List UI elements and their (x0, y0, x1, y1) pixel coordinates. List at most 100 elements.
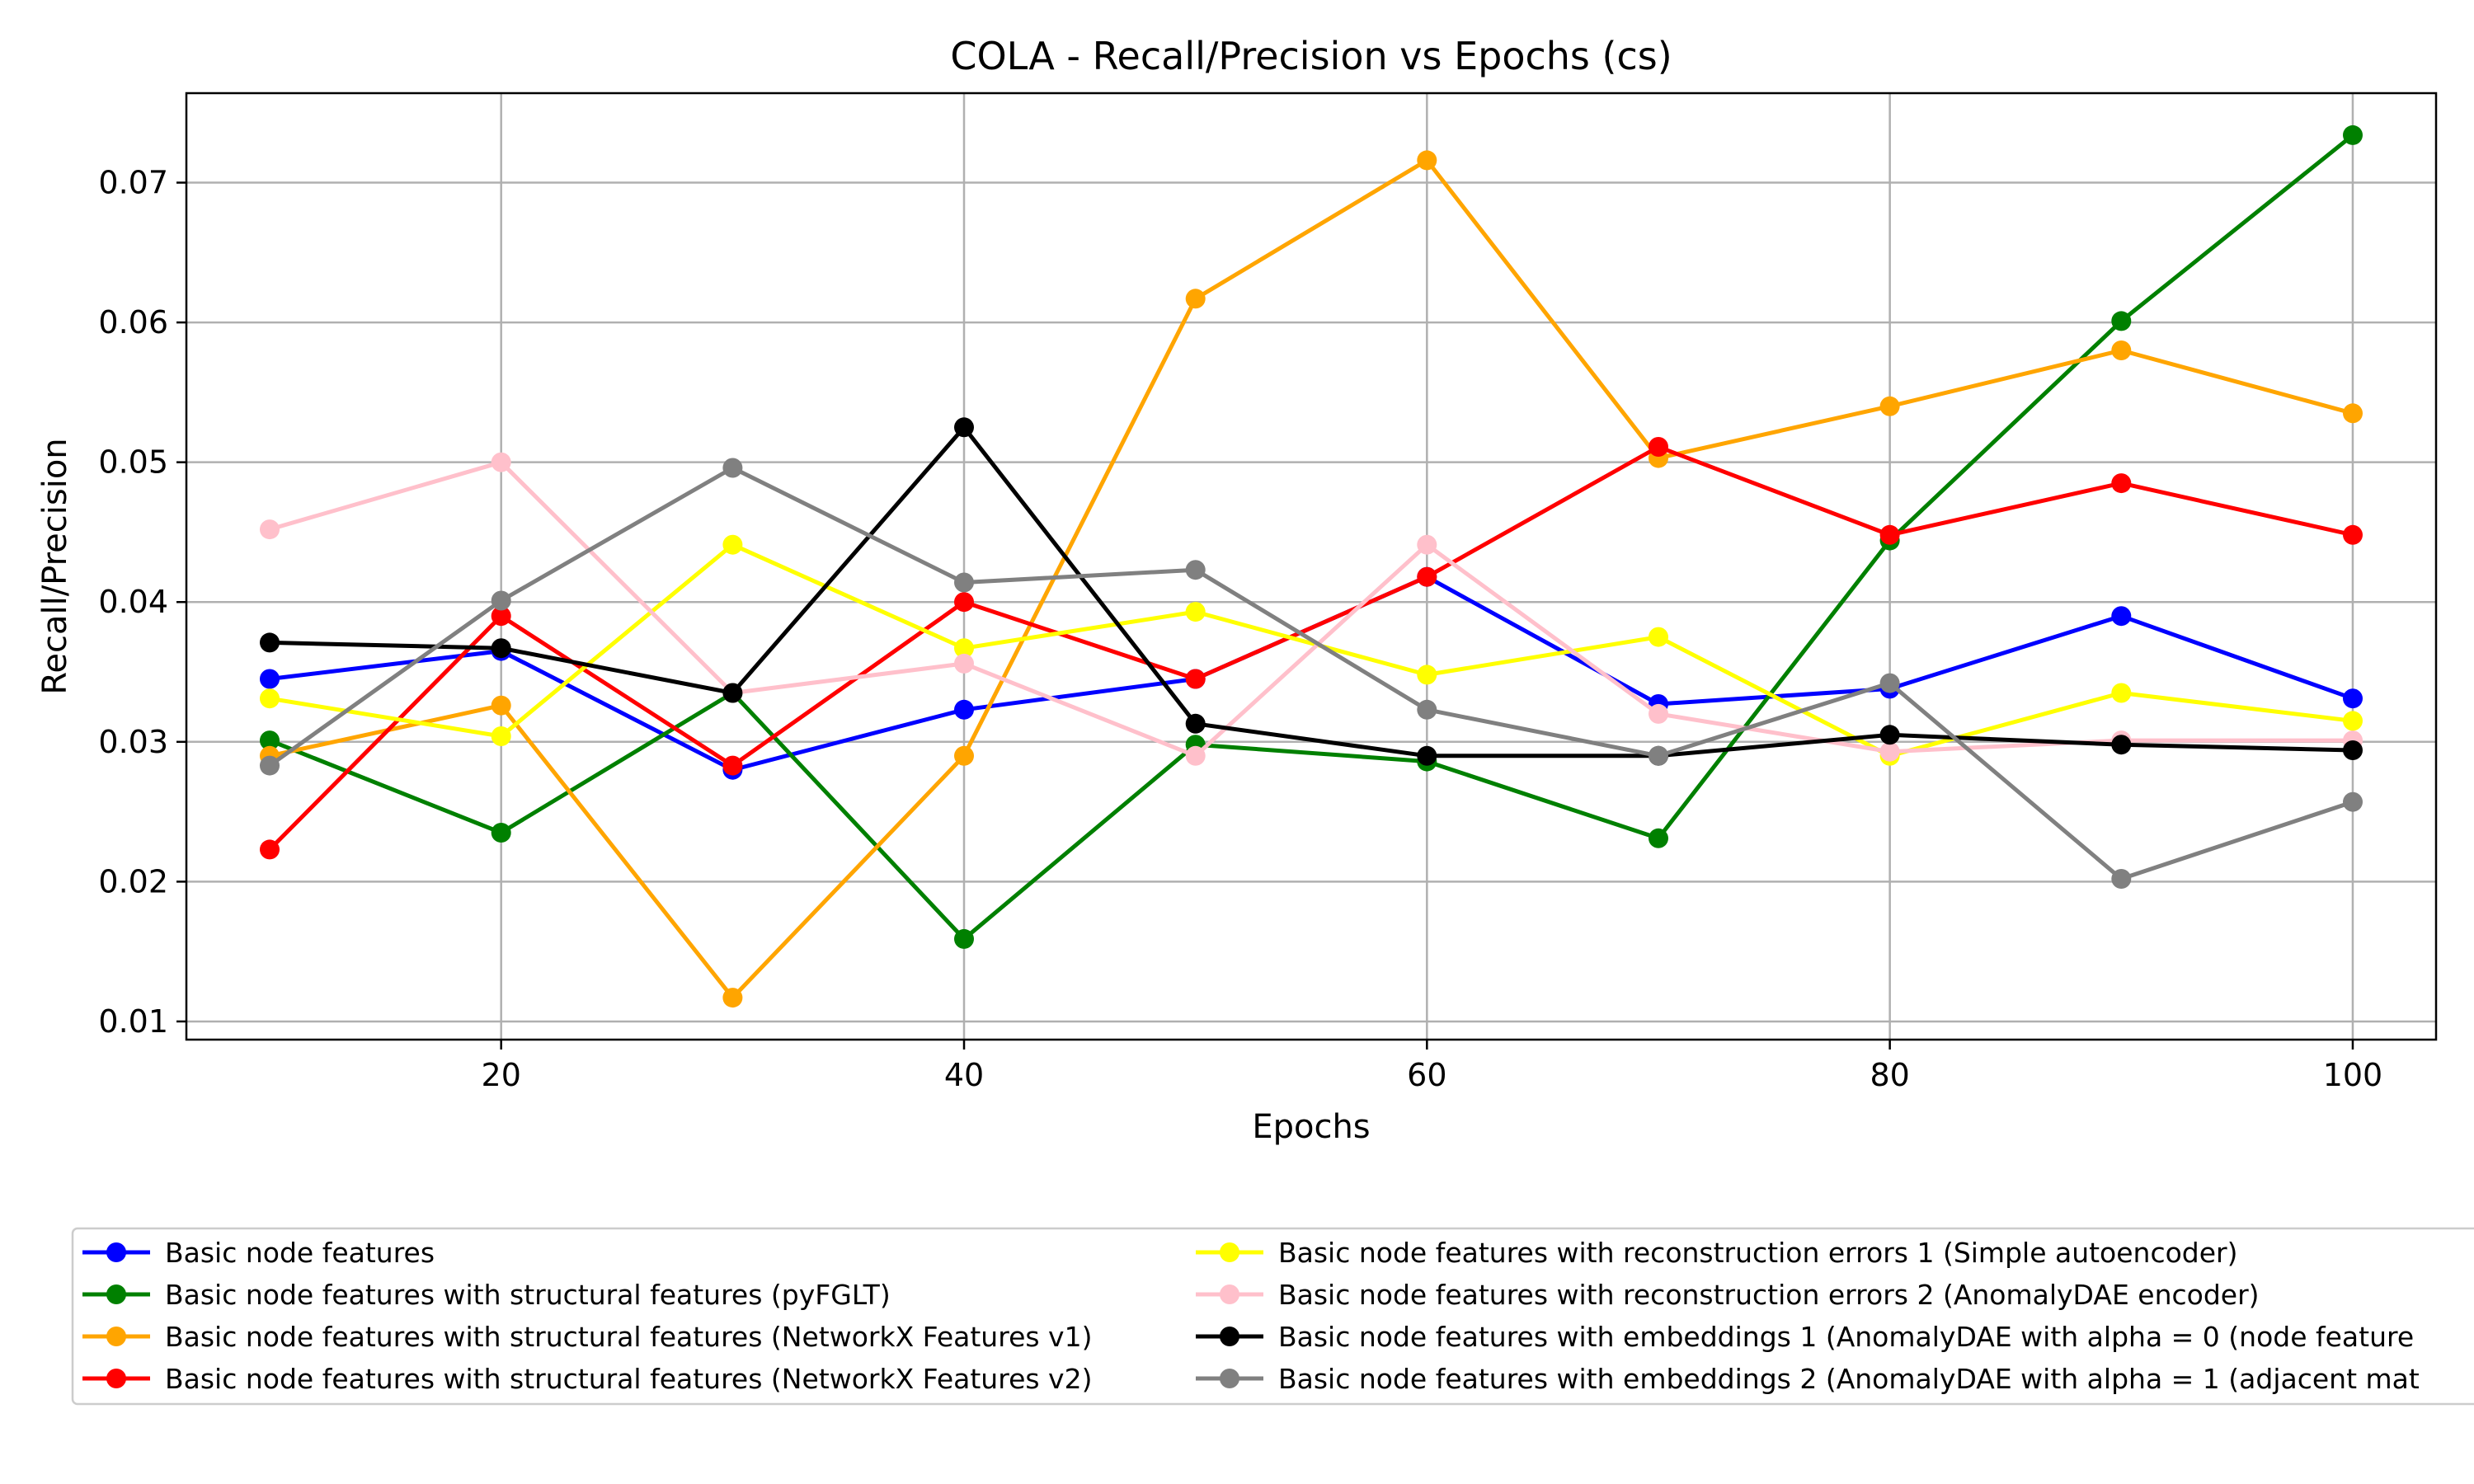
series-line (267, 542, 2355, 758)
data-point (1185, 602, 1206, 622)
data-point (2343, 791, 2363, 812)
x-tick-label: 20 (482, 1057, 521, 1093)
data-point (1879, 524, 1900, 545)
legend-frame (71, 1227, 2474, 1406)
data-point (1185, 713, 1206, 734)
data-point (491, 606, 511, 627)
y-tick-label: 0.02 (98, 863, 168, 899)
data-point (1649, 703, 1668, 724)
data-point (2111, 606, 2132, 627)
x-tick-label: 100 (2323, 1057, 2383, 1093)
data-point (2343, 403, 2363, 424)
legend: Basic node features Basic node features w… (71, 1227, 2474, 1406)
chart-title: COLA - Recall/Precision vs Epochs (cs) (950, 34, 1672, 78)
legend-entry: Basic node features with embeddings 1 (A… (1196, 1321, 2414, 1353)
data-point (260, 519, 280, 540)
data-point (491, 452, 511, 472)
legend-entry: Basic node features with reconstruction … (1196, 1237, 2238, 1269)
data-point (260, 755, 280, 776)
legend-marker (106, 1369, 126, 1388)
data-point (1417, 665, 1437, 685)
series-lines (260, 124, 2363, 1008)
x-axis-title: Epochs (1252, 1108, 1370, 1146)
data-point (2111, 869, 2132, 889)
data-point (1185, 289, 1206, 309)
legend-label: Basic node features (165, 1237, 435, 1269)
legend-label: Basic node features with structural feat… (165, 1279, 891, 1311)
series-8 (260, 458, 2363, 889)
y-tick-label: 0.04 (98, 584, 168, 620)
series-5 (260, 534, 2363, 766)
legend-entry: Basic node features with embeddings 2 (A… (1196, 1363, 2420, 1395)
data-point (722, 755, 743, 776)
axis-ticks: 20 40 60 80 100 0.01 0.02 0.03 0.04 0.05 0.06 0.07 (98, 165, 2382, 1093)
data-point (2111, 473, 2132, 494)
grid (186, 93, 2436, 1040)
legend-entry: Basic node features with structural feat… (82, 1279, 891, 1311)
data-point (1649, 745, 1668, 766)
data-point (2343, 688, 2363, 709)
data-point (260, 688, 280, 709)
data-point (722, 458, 743, 478)
plot-area-frame (185, 92, 2438, 1041)
legend-marker (1220, 1369, 1239, 1388)
data-point (722, 534, 743, 555)
series-line (267, 157, 2355, 1000)
x-tick-label: 40 (944, 1057, 984, 1093)
legend-label: Basic node features with reconstruction … (1278, 1279, 2260, 1311)
series-line (267, 425, 2355, 758)
data-point (491, 590, 511, 611)
data-point (260, 730, 280, 751)
data-point (1649, 828, 1668, 848)
data-point (722, 683, 743, 703)
legend-marker (106, 1284, 126, 1304)
data-point (954, 699, 974, 720)
data-point (491, 823, 511, 843)
data-point (1185, 560, 1206, 580)
data-point (1417, 699, 1437, 720)
data-point (1185, 745, 1206, 766)
legend-marker (1220, 1242, 1239, 1262)
data-point (491, 695, 511, 716)
data-point (1879, 396, 1900, 416)
series-3 (260, 150, 2363, 1008)
y-tick-label: 0.06 (98, 304, 168, 340)
x-tick-label: 60 (1407, 1057, 1446, 1093)
data-point (954, 417, 974, 438)
data-point (722, 988, 743, 1008)
y-tick-label: 0.07 (98, 165, 168, 201)
data-point (260, 669, 280, 689)
data-point (954, 638, 974, 659)
data-point (1417, 566, 1437, 587)
y-tick-label: 0.03 (98, 724, 168, 760)
legend-label: Basic node features with structural feat… (165, 1321, 1092, 1353)
legend-entry: Basic node features with reconstruction … (1196, 1279, 2260, 1311)
data-point (491, 638, 511, 659)
data-point (1879, 673, 1900, 693)
data-point (1185, 669, 1206, 689)
legend-entry: Basic node features (82, 1237, 435, 1269)
x-tick-label: 80 (1870, 1057, 1909, 1093)
legend-label: Basic node features with embeddings 2 (A… (1278, 1363, 2420, 1395)
data-point (2111, 340, 2132, 360)
y-tick-label: 0.01 (98, 1003, 168, 1040)
data-point (491, 726, 511, 746)
data-point (260, 632, 280, 653)
legend-marker (1220, 1284, 1239, 1304)
legend-items: Basic node features Basic node features w… (82, 1237, 2420, 1395)
y-axis-title: Recall/Precision (36, 438, 74, 694)
data-point (2343, 524, 2363, 545)
legend-entry: Basic node features with structural feat… (82, 1321, 1092, 1353)
series-line (267, 133, 2355, 942)
data-point (1879, 725, 1900, 745)
data-point (2111, 683, 2132, 703)
series-line (267, 444, 2355, 852)
data-point (1417, 534, 1437, 555)
data-point (954, 592, 974, 613)
data-point (954, 745, 974, 766)
legend-marker (106, 1242, 126, 1262)
data-point (260, 839, 280, 860)
series-4 (260, 437, 2363, 860)
data-point (954, 572, 974, 593)
